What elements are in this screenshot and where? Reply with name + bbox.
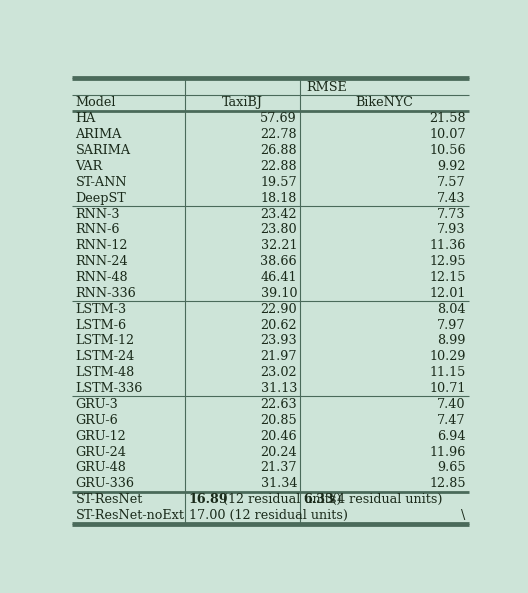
Text: SARIMA: SARIMA [76,144,130,157]
Text: 22.90: 22.90 [260,302,297,315]
Text: 7.57: 7.57 [437,176,466,189]
Text: 22.63: 22.63 [260,398,297,411]
Text: 39.10: 39.10 [261,287,297,300]
Text: 8.99: 8.99 [437,334,466,347]
Text: RNN-48: RNN-48 [76,271,128,284]
Text: RNN-24: RNN-24 [76,255,128,268]
Text: 38.66: 38.66 [260,255,297,268]
Text: GRU-48: GRU-48 [76,461,126,474]
Text: ST-ResNet-noExt: ST-ResNet-noExt [76,509,184,522]
Text: RNN-12: RNN-12 [76,239,128,252]
Text: 23.93: 23.93 [260,334,297,347]
Text: 6.33: 6.33 [304,493,335,506]
Text: 7.73: 7.73 [437,208,466,221]
Text: TaxiBJ: TaxiBJ [222,97,263,110]
Text: 23.80: 23.80 [260,224,297,237]
Text: 21.58: 21.58 [429,112,466,125]
Text: GRU-6: GRU-6 [76,414,118,427]
Text: RNN-6: RNN-6 [76,224,120,237]
Text: RNN-3: RNN-3 [76,208,120,221]
Text: ST-ResNet: ST-ResNet [76,493,143,506]
Text: 12.15: 12.15 [429,271,466,284]
Text: GRU-336: GRU-336 [76,477,135,490]
Text: RNN-336: RNN-336 [76,287,136,300]
Text: 9.92: 9.92 [437,160,466,173]
Text: 6.94: 6.94 [437,430,466,442]
Text: 21.37: 21.37 [261,461,297,474]
Text: ST-ANN: ST-ANN [76,176,127,189]
Text: 20.46: 20.46 [260,430,297,442]
Text: LSTM-48: LSTM-48 [76,366,135,379]
Text: 12.95: 12.95 [429,255,466,268]
Text: HA: HA [76,112,96,125]
Text: GRU-24: GRU-24 [76,445,126,458]
Text: 26.88: 26.88 [260,144,297,157]
Text: 23.02: 23.02 [260,366,297,379]
Text: 16.89: 16.89 [188,493,228,506]
Text: BikeNYC: BikeNYC [356,97,413,110]
Text: 18.18: 18.18 [261,192,297,205]
Text: 21.97: 21.97 [261,350,297,364]
Text: 46.41: 46.41 [261,271,297,284]
Text: 10.07: 10.07 [429,128,466,141]
Text: 32.21: 32.21 [261,239,297,252]
Text: 57.69: 57.69 [260,112,297,125]
Text: LSTM-6: LSTM-6 [76,318,127,331]
Text: 12.85: 12.85 [429,477,466,490]
Text: 20.62: 20.62 [260,318,297,331]
Text: LSTM-24: LSTM-24 [76,350,135,364]
Text: VAR: VAR [76,160,103,173]
Text: Model: Model [76,97,116,110]
Text: 19.57: 19.57 [260,176,297,189]
Text: 20.24: 20.24 [260,445,297,458]
Text: 17.00 (12 residual units): 17.00 (12 residual units) [188,509,347,522]
Text: DeepST: DeepST [76,192,126,205]
Text: LSTM-3: LSTM-3 [76,302,127,315]
Text: 8.04: 8.04 [437,302,466,315]
Text: 10.56: 10.56 [429,144,466,157]
Text: LSTM-12: LSTM-12 [76,334,135,347]
Text: 9.65: 9.65 [437,461,466,474]
Text: (12 residual units): (12 residual units) [219,493,342,506]
Text: 20.85: 20.85 [260,414,297,427]
Text: \: \ [461,509,466,522]
Text: 7.93: 7.93 [437,224,466,237]
Text: LSTM-336: LSTM-336 [76,382,143,395]
Text: 11.96: 11.96 [429,445,466,458]
Text: 31.13: 31.13 [261,382,297,395]
Text: 7.43: 7.43 [437,192,466,205]
Text: GRU-3: GRU-3 [76,398,118,411]
Text: ARIMA: ARIMA [76,128,122,141]
Text: 11.36: 11.36 [429,239,466,252]
Text: 31.34: 31.34 [261,477,297,490]
Text: RMSE: RMSE [307,81,347,94]
Text: GRU-12: GRU-12 [76,430,126,442]
Text: 23.42: 23.42 [260,208,297,221]
Text: 11.15: 11.15 [429,366,466,379]
Text: 22.88: 22.88 [260,160,297,173]
Text: 7.47: 7.47 [437,414,466,427]
Text: 22.78: 22.78 [260,128,297,141]
Text: 12.01: 12.01 [429,287,466,300]
Text: 10.71: 10.71 [429,382,466,395]
Text: (4 residual units): (4 residual units) [327,493,442,506]
Text: 7.97: 7.97 [437,318,466,331]
Text: 10.29: 10.29 [429,350,466,364]
Text: 7.40: 7.40 [437,398,466,411]
